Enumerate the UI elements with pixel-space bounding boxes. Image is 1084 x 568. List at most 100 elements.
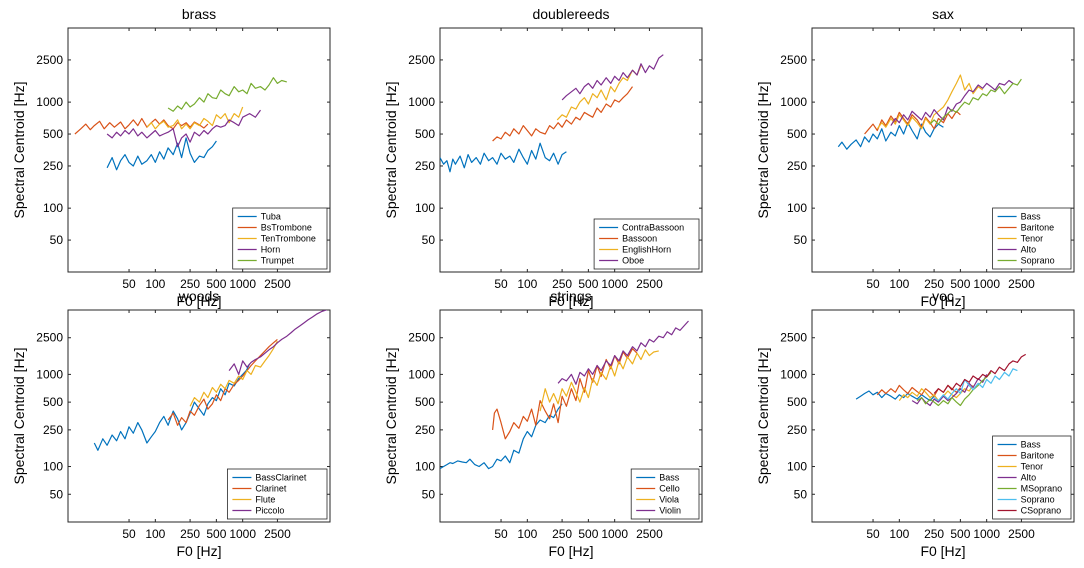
series-line-Tuba xyxy=(106,137,217,171)
x-axis-label: F0 [Hz] xyxy=(920,543,965,559)
x-tick-label: 250 xyxy=(180,527,200,541)
y-tick-label: 500 xyxy=(43,127,63,141)
y-tick-label: 100 xyxy=(415,460,435,474)
series-line-Bass xyxy=(440,403,563,470)
y-tick-label: 50 xyxy=(50,487,64,501)
y-tick-label: 2500 xyxy=(780,331,807,345)
legend-label: Tenor xyxy=(1021,462,1044,472)
legend-label: Soprano xyxy=(1021,495,1055,505)
y-tick-label: 1000 xyxy=(780,95,807,109)
panel-voc: 50 100 250 500 1000 25005010025050010002500vo… xyxy=(755,288,1075,559)
legend-label: Bassoon xyxy=(622,234,657,244)
series-line-Alto xyxy=(890,79,1014,126)
series-line-TenTrombone xyxy=(146,106,244,130)
x-axis-label: F0 [Hz] xyxy=(548,543,593,559)
legend-label: Alto xyxy=(1021,245,1037,255)
y-axis-label: Spectral Centroid [Hz] xyxy=(383,348,399,485)
legend-label: Bass xyxy=(659,473,680,483)
y-tick-label: 500 xyxy=(787,395,807,409)
legend-label: Bass xyxy=(1021,440,1042,450)
x-tick-label: 50 xyxy=(122,527,136,541)
series-line-Horn xyxy=(106,109,261,148)
x-tick-label: 1000 xyxy=(601,277,628,291)
legend-label: Baritone xyxy=(1021,451,1055,461)
y-axis-label: Spectral Centroid [Hz] xyxy=(11,82,27,219)
y-axis-label: Spectral Centroid [Hz] xyxy=(755,348,771,485)
panel-brass: 50 100 250 500 1000 25005010025050010002500br… xyxy=(11,6,331,309)
y-tick-label: 2500 xyxy=(36,331,63,345)
x-tick-label: 1000 xyxy=(973,277,1000,291)
y-tick-label: 100 xyxy=(787,460,807,474)
y-axis-label: Spectral Centroid [Hz] xyxy=(755,82,771,219)
legend-label: Tuba xyxy=(261,212,281,222)
series-line-Cello xyxy=(492,348,638,440)
x-tick-label: 50 xyxy=(494,277,508,291)
x-tick-label: 2500 xyxy=(264,527,291,541)
y-tick-label: 2500 xyxy=(408,331,435,345)
x-tick-label: 250 xyxy=(552,277,572,291)
series-line-Bassoon xyxy=(492,86,633,142)
y-tick-label: 500 xyxy=(415,127,435,141)
x-axis-label: F0 [Hz] xyxy=(176,293,221,309)
legend-label: MSoprano xyxy=(1021,484,1063,494)
panel-strings: 50 100 250 500 1000 25005010025050010002500st… xyxy=(383,288,703,559)
series-line-Alto xyxy=(911,374,988,407)
legend-label: Oboe xyxy=(622,256,644,266)
y-tick-label: 50 xyxy=(50,233,64,247)
series-line-Flute xyxy=(189,340,278,407)
series-line-BsTrombone xyxy=(74,117,209,135)
y-tick-label: 500 xyxy=(43,395,63,409)
x-tick-label: 100 xyxy=(517,277,537,291)
legend-label: Baritone xyxy=(1021,223,1055,233)
legend-label: Trumpet xyxy=(261,256,295,266)
x-tick-label: 250 xyxy=(924,277,944,291)
y-tick-label: 1000 xyxy=(408,95,435,109)
x-tick-label: 250 xyxy=(924,527,944,541)
y-tick-label: 250 xyxy=(43,423,63,437)
legend-label: BassClarinet xyxy=(255,473,307,483)
legend-label: Tenor xyxy=(1021,234,1044,244)
x-tick-label: 2500 xyxy=(636,527,663,541)
y-tick-label: 500 xyxy=(787,127,807,141)
y-tick-label: 2500 xyxy=(408,53,435,67)
series-line-Viola xyxy=(539,349,659,412)
series-line-Baritone xyxy=(864,110,961,135)
legend-label: BsTrombone xyxy=(261,223,312,233)
x-tick-label: 500 xyxy=(206,527,226,541)
y-tick-label: 100 xyxy=(43,460,63,474)
series-line-CSoprano xyxy=(933,353,1027,394)
legend-label: Bass xyxy=(1021,212,1042,222)
y-tick-label: 1000 xyxy=(780,367,807,381)
series-line-Soprano xyxy=(933,368,1018,402)
legend-label: Cello xyxy=(659,484,680,494)
legend-label: Violin xyxy=(659,506,681,516)
y-tick-label: 100 xyxy=(415,201,435,215)
x-tick-label: 50 xyxy=(866,527,880,541)
series-line-Violin xyxy=(557,320,689,385)
x-tick-label: 2500 xyxy=(1008,527,1035,541)
legend-label: EnglishHorn xyxy=(622,245,671,255)
legend-label: TenTrombone xyxy=(261,234,316,244)
panel-title: sax xyxy=(932,6,954,22)
x-tick-label: 500 xyxy=(950,277,970,291)
series-line-Piccolo xyxy=(228,310,328,375)
y-tick-label: 1000 xyxy=(36,367,63,381)
x-tick-label: 100 xyxy=(145,527,165,541)
series-line-Clarinet xyxy=(167,338,278,426)
panel-title: woods xyxy=(178,288,219,304)
legend-label: Clarinet xyxy=(255,484,287,494)
series-line-BassClarinet xyxy=(93,363,251,451)
panel-doublereeds: 50 100 250 500 1000 25005010025050010002500do… xyxy=(383,6,703,309)
legend-label: Soprano xyxy=(1021,256,1055,266)
legend-label: Horn xyxy=(261,245,281,255)
legend-label: Viola xyxy=(659,495,679,505)
x-tick-label: 1000 xyxy=(229,527,256,541)
legend-label: ContraBassoon xyxy=(622,223,684,233)
x-tick-label: 100 xyxy=(145,277,165,291)
x-tick-label: 50 xyxy=(122,277,136,291)
